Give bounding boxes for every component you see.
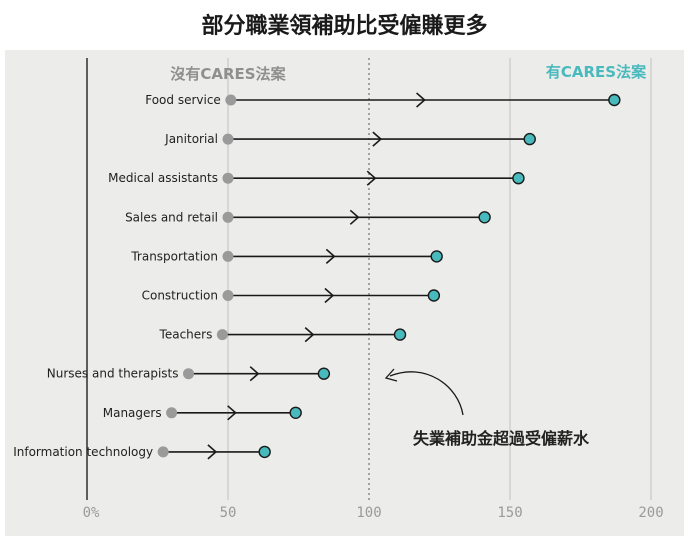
direction-arrow bbox=[416, 92, 426, 108]
without-cares-dot bbox=[166, 407, 178, 419]
category-label: Janitorial bbox=[164, 132, 218, 146]
x-tick-label: 100 bbox=[356, 505, 381, 521]
category-label: Construction bbox=[142, 289, 218, 303]
without-cares-dot bbox=[225, 94, 237, 106]
dumbbell-row: Transportation bbox=[130, 248, 443, 265]
with-cares-dot bbox=[317, 367, 331, 380]
annotation-arrowhead bbox=[384, 368, 398, 382]
without-cares-dot bbox=[222, 172, 234, 184]
without-cares-dot bbox=[183, 368, 195, 380]
direction-arrow bbox=[366, 170, 377, 186]
with-cares-dot bbox=[430, 250, 443, 263]
x-axis-ticks: 0% 50 100 150 200 bbox=[83, 505, 664, 521]
dumbbell-row: Nurses and therapists bbox=[47, 366, 331, 382]
category-label: Information technology bbox=[13, 445, 153, 459]
x-tick-label: 150 bbox=[497, 505, 522, 521]
without-cares-dot bbox=[216, 329, 228, 341]
annotation-arrow bbox=[389, 371, 464, 416]
with-cares-dot bbox=[289, 406, 302, 419]
chart-title: 部分職業領補助比受僱賺更多 bbox=[201, 14, 488, 39]
direction-arrow bbox=[304, 326, 315, 343]
without-cares-dot bbox=[222, 250, 234, 262]
dumbbell-row: Information technology bbox=[13, 444, 271, 460]
with-cares-dot bbox=[512, 171, 525, 185]
x-tick-label: 0% bbox=[83, 505, 100, 521]
with-cares-dot bbox=[427, 289, 441, 302]
legend-without-cares: 沒有CARES法案 bbox=[170, 65, 286, 83]
without-cares-dot bbox=[222, 211, 234, 223]
category-label: Teachers bbox=[159, 328, 213, 342]
with-cares-dot bbox=[393, 328, 407, 341]
dumbbell-row: Janitorial bbox=[164, 131, 536, 147]
direction-arrow bbox=[324, 287, 335, 304]
direction-arrow bbox=[249, 366, 260, 382]
category-label: Managers bbox=[103, 406, 162, 420]
dumbbell-row: Food service bbox=[145, 92, 621, 108]
plot-background bbox=[5, 50, 684, 536]
dumbbell-row: Medical assistants bbox=[108, 170, 525, 186]
with-cares-dot bbox=[478, 211, 491, 224]
dumbbell-rows: Food service Janitorial Medical assistants… bbox=[13, 92, 621, 460]
legend-with-cares: 有CARES法案 bbox=[546, 63, 647, 81]
dumbbell-row: Managers bbox=[103, 405, 302, 421]
with-cares-dot bbox=[258, 445, 271, 459]
without-cares-dot bbox=[222, 133, 234, 145]
category-label: Food service bbox=[145, 93, 221, 107]
without-cares-dot bbox=[222, 290, 234, 301]
dumbbell-row: Construction bbox=[142, 287, 441, 304]
category-label: Sales and retail bbox=[125, 210, 218, 224]
direction-arrow bbox=[349, 209, 360, 225]
annotation-text: 失業補助金超過受僱薪水 bbox=[413, 429, 590, 448]
direction-arrow bbox=[207, 444, 218, 460]
direction-arrow bbox=[227, 405, 237, 421]
x-tick-label: 50 bbox=[220, 505, 237, 521]
gridlines bbox=[86, 58, 652, 500]
with-cares-dot bbox=[523, 132, 536, 146]
dumbbell-row: Teachers bbox=[159, 326, 407, 343]
with-cares-dot bbox=[608, 93, 621, 107]
dumbbell-row: Sales and retail bbox=[125, 209, 491, 225]
category-label: Nurses and therapists bbox=[47, 367, 179, 381]
x-tick-label: 200 bbox=[638, 505, 663, 521]
without-cares-dot bbox=[157, 446, 169, 458]
category-label: Transportation bbox=[130, 249, 218, 263]
category-label: Medical assistants bbox=[108, 171, 218, 185]
direction-arrow bbox=[325, 248, 336, 265]
direction-arrow bbox=[372, 131, 383, 147]
